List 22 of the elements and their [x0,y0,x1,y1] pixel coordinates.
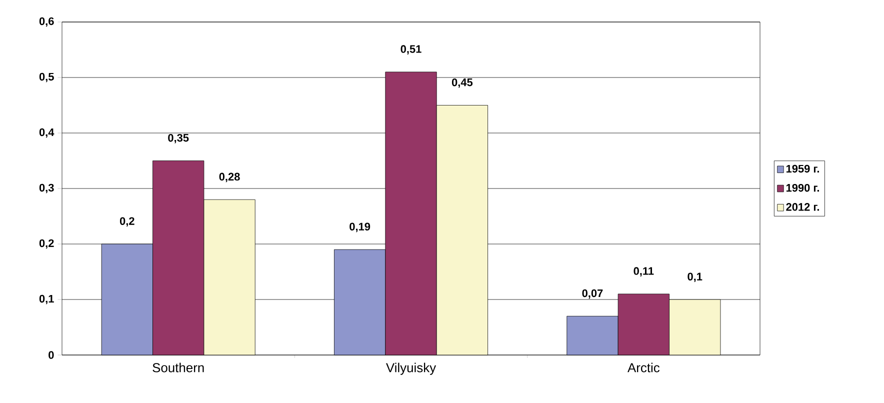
data-label: 0,35 [168,134,189,144]
y-tick-label: 0 [48,351,54,359]
x-tick-label: Vilyuisky [386,362,436,375]
data-label: 0,2 [120,217,134,227]
y-tick-label: 0,2 [39,239,54,249]
x-tick-label: Southern [152,362,204,372]
data-label: 0,51 [400,45,422,54]
data-label: 0,07 [582,289,603,299]
legend-label: 1959 г. [786,164,819,173]
y-tick-label: 0,6 [39,17,54,27]
data-label: 0,11 [634,267,654,276]
legend-label: 1990 г. [786,184,819,192]
x-tick-label: Arctic [628,362,660,372]
legend-label: 2012 г. [786,203,819,211]
data-label: 0,1 [688,272,702,282]
data-label: 0,28 [219,172,240,182]
y-tick-label: 0,1 [39,294,54,304]
data-label: 0,19 [350,222,370,232]
y-tick-label: 0,3 [39,184,54,194]
y-tick-label: 0,4 [39,128,54,138]
data-label: 0,45 [452,78,473,88]
y-tick-label: 0,5 [39,72,54,82]
